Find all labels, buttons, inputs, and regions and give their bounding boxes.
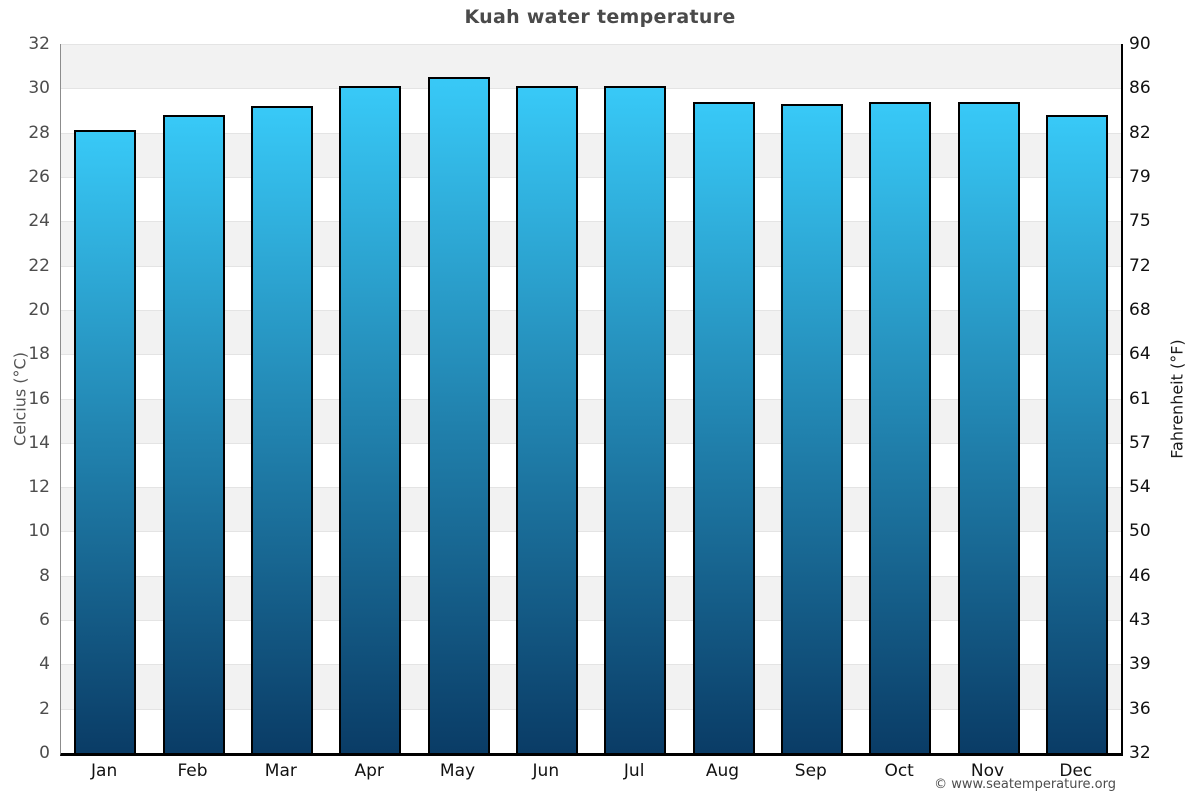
bar-oct: [869, 101, 932, 753]
y-tick-fahrenheit: 90: [1129, 34, 1151, 54]
y-tick-fahrenheit: 64: [1129, 344, 1151, 365]
grid-band: [61, 265, 1121, 310]
bar-nov: [957, 101, 1020, 753]
grid-band: [61, 620, 1121, 665]
x-tick-month: Aug: [705, 761, 740, 781]
x-tick-month: Oct: [884, 761, 914, 781]
grid-band: [61, 487, 1121, 532]
y-tick-celsius: 32: [28, 34, 50, 54]
y-tick-fahrenheit: 75: [1129, 211, 1151, 232]
x-tick-month: Mar: [264, 761, 297, 781]
bar-aug: [692, 101, 755, 753]
grid-band: [61, 664, 1121, 709]
grid-band: [61, 44, 1121, 89]
bar-mar: [250, 106, 313, 753]
bar-feb: [162, 114, 225, 753]
y-tick-celsius: 18: [28, 344, 50, 365]
y-tick-fahrenheit: 50: [1129, 521, 1151, 542]
y-tick-celsius: 28: [28, 122, 50, 143]
y-tick-celsius: 16: [28, 388, 50, 409]
y-tick-fahrenheit: 39: [1129, 654, 1151, 675]
grid-band: [61, 575, 1121, 621]
y-tick-celsius: 2: [39, 698, 50, 719]
chart-title: Kuah water temperature: [464, 6, 736, 28]
y-tick-fahrenheit: 57: [1129, 432, 1151, 453]
credit-text: © www.seatemperature.org: [934, 777, 1116, 792]
grid-band: [61, 309, 1121, 355]
x-tick-month: Jul: [623, 761, 645, 781]
grid-band: [61, 88, 1121, 133]
y-tick-fahrenheit: 43: [1129, 610, 1151, 631]
bar-jul: [604, 86, 667, 753]
y-tick-celsius: 12: [28, 477, 50, 498]
y-tick-fahrenheit: 86: [1129, 78, 1151, 99]
y-tick-celsius: 24: [28, 211, 50, 232]
grid-band: [61, 176, 1121, 222]
y-tick-celsius: 6: [39, 610, 50, 631]
y-axis-left-title: Celcius (°C): [10, 351, 30, 446]
x-tick-month: Jun: [532, 761, 560, 781]
grid-band: [61, 708, 1121, 753]
x-tick-month: May: [439, 761, 476, 781]
bar-jun: [515, 86, 578, 753]
x-tick-month: Sep: [794, 761, 827, 781]
y-tick-celsius: 20: [28, 299, 50, 320]
x-tick-month: Apr: [354, 761, 384, 781]
grid-band: [61, 132, 1121, 177]
bar-apr: [339, 86, 402, 753]
y-tick-celsius: 14: [28, 432, 50, 453]
grid-band: [61, 442, 1121, 488]
y-tick-celsius: 26: [28, 166, 50, 187]
y-tick-fahrenheit: 72: [1129, 255, 1151, 276]
plot-area: [60, 44, 1123, 756]
bar-sep: [780, 103, 843, 753]
x-tick-month: Dec: [1059, 761, 1093, 781]
grid-band: [61, 531, 1121, 576]
y-tick-fahrenheit: 36: [1129, 698, 1151, 719]
y-axis-right-title: Fahrenheit (°F): [1167, 338, 1187, 459]
y-tick-celsius: 0: [39, 743, 50, 763]
y-tick-fahrenheit: 32: [1129, 743, 1151, 763]
y-tick-fahrenheit: 68: [1129, 299, 1151, 320]
grid-band: [61, 354, 1121, 399]
y-tick-fahrenheit: 54: [1129, 477, 1151, 498]
grid-band: [61, 221, 1121, 266]
bar-may: [427, 77, 490, 753]
bar-dec: [1045, 114, 1108, 753]
x-tick-month: Feb: [177, 761, 208, 781]
grid-band: [61, 398, 1121, 443]
y-tick-celsius: 22: [28, 255, 50, 276]
x-tick-month: Nov: [970, 761, 1005, 781]
y-tick-celsius: 10: [28, 521, 50, 542]
y-tick-fahrenheit: 82: [1129, 122, 1151, 143]
y-tick-celsius: 30: [28, 78, 50, 99]
bar-jan: [74, 130, 137, 753]
y-tick-fahrenheit: 79: [1129, 166, 1151, 187]
y-tick-celsius: 8: [39, 565, 50, 586]
y-tick-celsius: 4: [39, 654, 50, 675]
x-tick-month: Jan: [91, 761, 118, 781]
y-tick-fahrenheit: 61: [1129, 388, 1151, 409]
y-tick-fahrenheit: 46: [1129, 565, 1151, 586]
